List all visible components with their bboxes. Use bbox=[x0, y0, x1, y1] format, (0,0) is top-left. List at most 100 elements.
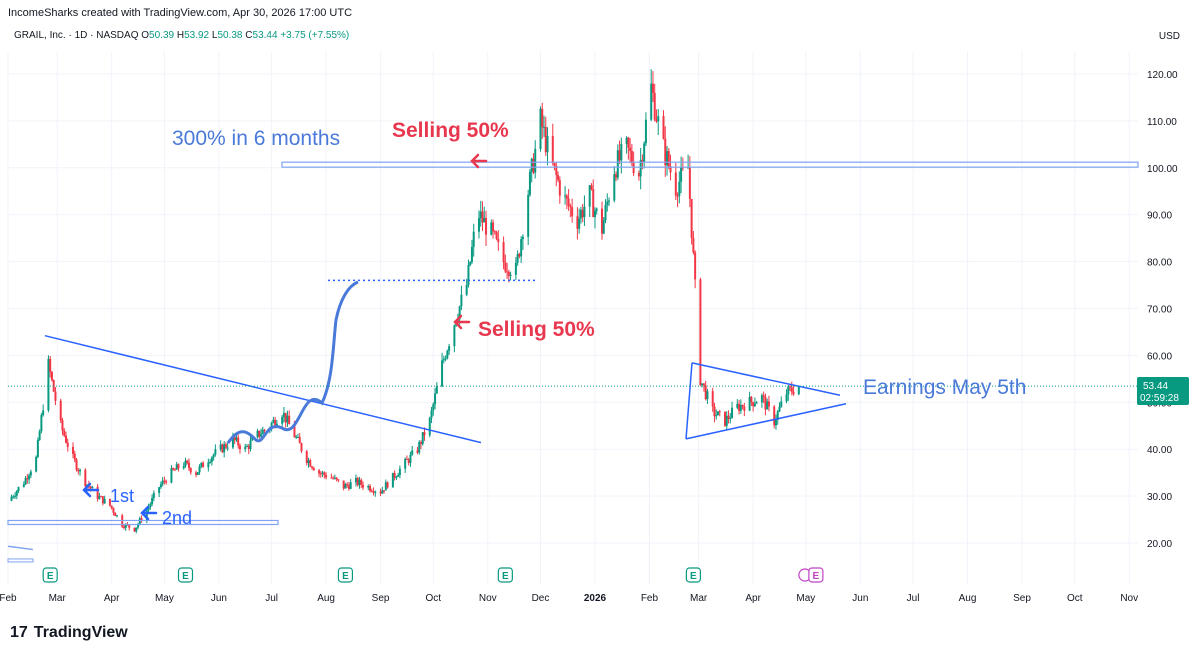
candle-body bbox=[692, 237, 695, 253]
candle-body bbox=[472, 231, 475, 247]
candle-body bbox=[739, 405, 742, 411]
candle-body bbox=[504, 262, 507, 272]
zone-support-left bbox=[7, 545, 34, 551]
candle-body bbox=[170, 468, 173, 483]
candle-body bbox=[202, 462, 205, 468]
earnings-upcoming-icon bbox=[808, 567, 824, 583]
y-tick-label: 60.00 bbox=[1147, 351, 1172, 362]
candle-body bbox=[398, 468, 401, 476]
candle-body bbox=[718, 411, 721, 413]
candle-body bbox=[743, 406, 746, 411]
earnings-marker-icon bbox=[177, 567, 194, 583]
x-tick-label: 2026 bbox=[584, 593, 607, 604]
candle-body bbox=[448, 346, 451, 351]
candle-body bbox=[395, 476, 398, 478]
x-tick-label: Aug bbox=[959, 593, 977, 604]
candle-body bbox=[541, 108, 544, 128]
candle-body bbox=[729, 417, 732, 419]
candle-body bbox=[189, 468, 192, 473]
candle-body bbox=[453, 325, 456, 347]
candle-body bbox=[470, 246, 473, 262]
candle-body bbox=[305, 451, 308, 464]
y-tick-label: 80.00 bbox=[1147, 258, 1172, 269]
high-value: 53.92 bbox=[184, 30, 210, 41]
grid bbox=[7, 52, 1138, 585]
triangle-lower-line bbox=[685, 402, 847, 440]
y-tick-label: 20.00 bbox=[1147, 539, 1172, 550]
candle-body bbox=[760, 395, 763, 403]
candle-body bbox=[664, 138, 667, 166]
candle-body bbox=[678, 181, 681, 197]
candle-body bbox=[159, 484, 162, 488]
candle-body bbox=[495, 232, 498, 239]
candle-body bbox=[534, 148, 537, 173]
candle-body bbox=[124, 524, 127, 528]
candle-body bbox=[576, 216, 579, 229]
candle-body bbox=[518, 254, 521, 257]
candle-body bbox=[96, 486, 99, 499]
candle-body bbox=[231, 436, 234, 448]
candle-body bbox=[383, 490, 386, 492]
candle-body bbox=[391, 472, 394, 488]
candle-body bbox=[288, 415, 291, 425]
candle-body bbox=[507, 271, 510, 276]
x-tick-label: Dec bbox=[532, 593, 550, 604]
y-tick-label: 120.00 bbox=[1147, 70, 1178, 81]
candle-body bbox=[694, 252, 697, 280]
candle-body bbox=[553, 163, 556, 166]
candle-body bbox=[219, 444, 222, 450]
candle-body bbox=[527, 194, 530, 237]
candle-body bbox=[797, 386, 800, 395]
candle-body bbox=[558, 180, 561, 196]
candle-body bbox=[748, 396, 751, 411]
candle-body bbox=[346, 484, 349, 486]
candle-body bbox=[724, 411, 727, 426]
candle-body bbox=[741, 405, 744, 407]
candle-body bbox=[629, 147, 632, 151]
candle-body bbox=[14, 495, 17, 497]
candle-body bbox=[620, 143, 623, 161]
candle-body bbox=[237, 437, 240, 446]
candle-body bbox=[637, 173, 640, 177]
candle-body bbox=[128, 524, 131, 528]
candle-body bbox=[711, 391, 714, 407]
candle-body bbox=[669, 166, 672, 173]
earnings-marker-label: E bbox=[502, 571, 509, 582]
x-tick-label: Mar bbox=[49, 593, 67, 604]
candle-body bbox=[379, 491, 382, 494]
candle-body bbox=[323, 472, 326, 475]
candle-body bbox=[738, 403, 741, 411]
candle-body bbox=[275, 423, 278, 426]
candle-body bbox=[175, 464, 178, 470]
candle-body bbox=[17, 486, 20, 492]
x-tick-label: Jun bbox=[852, 593, 868, 604]
candle-body bbox=[358, 479, 361, 486]
candle-body bbox=[226, 447, 229, 449]
candle-body bbox=[133, 527, 136, 532]
high-label: H bbox=[176, 30, 185, 41]
candle-body bbox=[247, 446, 250, 450]
candle-body bbox=[790, 387, 793, 392]
candle-body bbox=[490, 222, 493, 235]
candle-body bbox=[188, 462, 191, 469]
candle-body bbox=[590, 185, 593, 190]
candle-body bbox=[330, 477, 333, 479]
candle-body bbox=[138, 518, 141, 524]
candle-body bbox=[249, 440, 252, 450]
x-tick-label: Jun bbox=[211, 593, 227, 604]
candle-body bbox=[84, 469, 87, 487]
candle-body bbox=[792, 391, 795, 395]
earnings-upcoming-label: E bbox=[813, 571, 820, 582]
y-tick-label: 70.00 bbox=[1147, 305, 1172, 316]
candle-body bbox=[625, 137, 628, 144]
candle-body bbox=[564, 195, 567, 197]
candle-body bbox=[177, 464, 180, 469]
candle-body bbox=[298, 436, 301, 444]
x-tick-label: Oct bbox=[426, 593, 442, 604]
candle-body bbox=[332, 477, 335, 479]
first-touch-note: 1st bbox=[110, 486, 134, 506]
candle-body bbox=[172, 468, 175, 470]
candle-body bbox=[762, 395, 765, 397]
candle-body bbox=[667, 151, 670, 167]
